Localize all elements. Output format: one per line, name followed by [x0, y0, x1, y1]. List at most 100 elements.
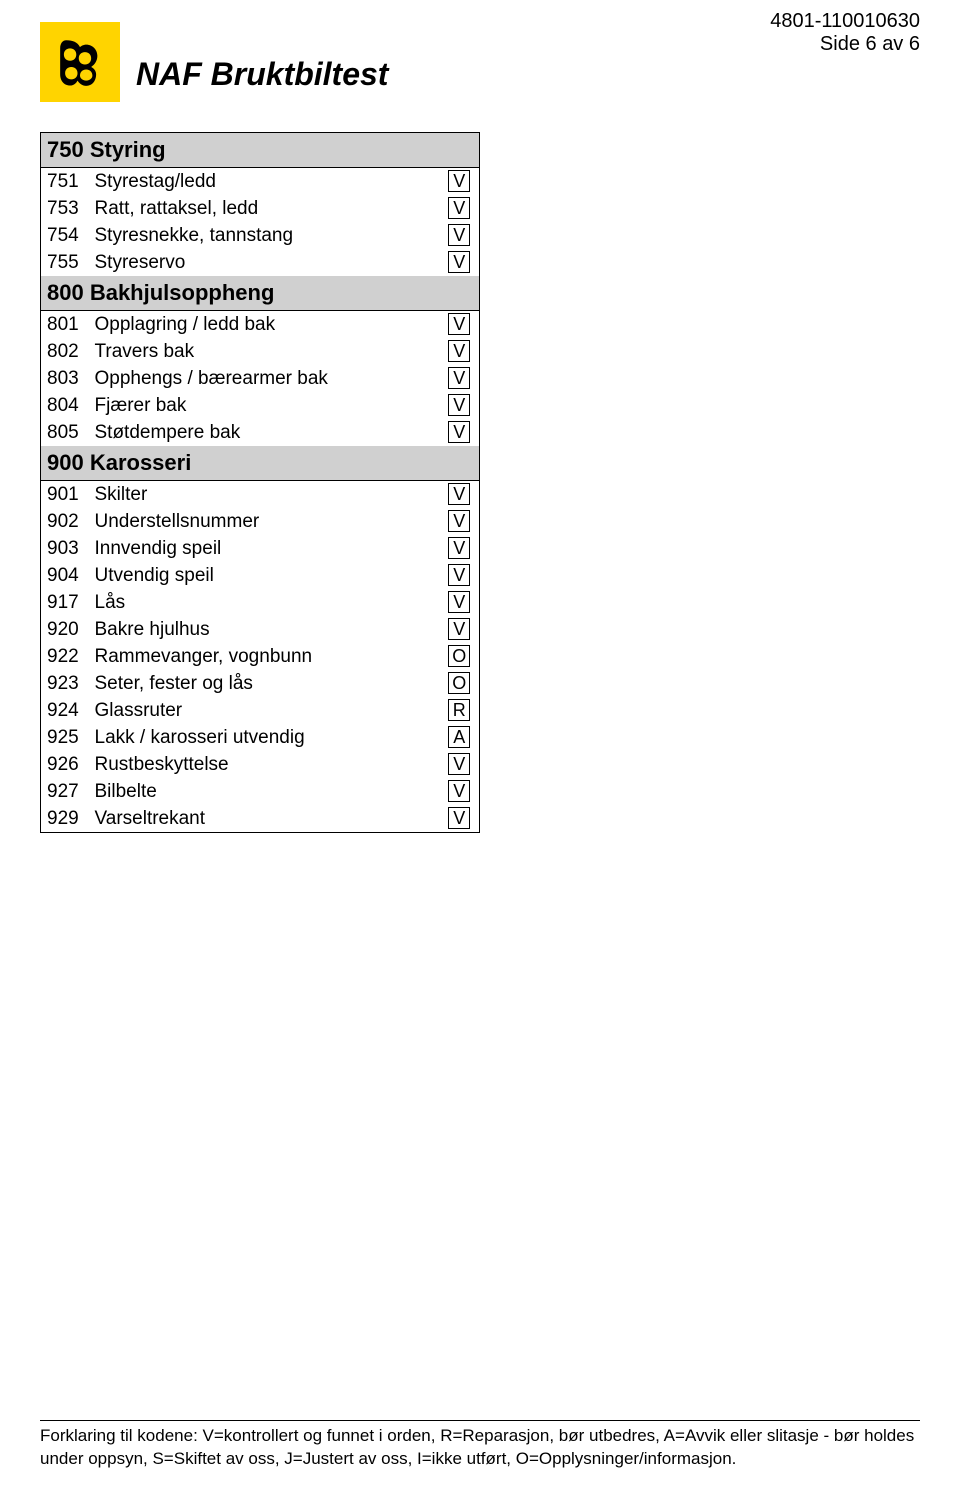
status-badge: V — [448, 251, 470, 273]
item-label: Bakre hjulhus — [89, 616, 440, 643]
footer-legend: Forklaring til kodene: V=kontrollert og … — [40, 1420, 920, 1471]
item-status-cell: V — [440, 805, 480, 833]
item-status-cell: V — [440, 392, 480, 419]
table-row: 801Opplagring / ledd bakV — [41, 311, 480, 339]
status-badge: O — [448, 645, 470, 667]
item-status-cell: V — [440, 195, 480, 222]
item-code: 803 — [41, 365, 89, 392]
item-label: Lås — [89, 589, 440, 616]
item-label: Styrestag/ledd — [89, 168, 440, 196]
status-badge: V — [448, 170, 470, 192]
status-badge: V — [448, 340, 470, 362]
section-title: 750 Styring — [41, 133, 480, 168]
item-code: 805 — [41, 419, 89, 446]
item-status-cell: V — [440, 751, 480, 778]
status-badge: V — [448, 591, 470, 613]
status-badge: V — [448, 618, 470, 640]
item-label: Rammevanger, vognbunn — [89, 643, 440, 670]
table-row: 922Rammevanger, vognbunn O — [41, 643, 480, 670]
table-row: 926RustbeskyttelseV — [41, 751, 480, 778]
item-code: 925 — [41, 724, 89, 751]
item-status-cell: V — [440, 778, 480, 805]
table-row: 925Lakk / karosseri utvendig A — [41, 724, 480, 751]
section-title: 900 Karosseri — [41, 446, 480, 481]
table-row: 904Utvendig speilV — [41, 562, 480, 589]
status-badge: V — [448, 564, 470, 586]
item-code: 751 — [41, 168, 89, 196]
item-code: 929 — [41, 805, 89, 833]
item-label: Skilter — [89, 481, 440, 509]
item-status-cell: V — [440, 481, 480, 509]
table-row: 920Bakre hjulhus V — [41, 616, 480, 643]
table-row: 903Innvendig speil V — [41, 535, 480, 562]
item-label: Styresnekke, tannstang — [89, 222, 440, 249]
item-label: Rustbeskyttelse — [89, 751, 440, 778]
table-row: 927BilbelteV — [41, 778, 480, 805]
item-status-cell: A — [440, 724, 480, 751]
page-info: Side 6 av 6 — [770, 33, 920, 56]
inspection-table: 750 Styring751Styrestag/ledd V 753Ratt, ra… — [40, 132, 480, 833]
item-status-cell: V — [440, 589, 480, 616]
naf-logo — [40, 22, 120, 102]
item-code: 804 — [41, 392, 89, 419]
page: 4801-110010630 Side 6 av 6 NAF Bruktbilt… — [0, 0, 960, 1489]
item-code: 917 — [41, 589, 89, 616]
table-row: 755StyreservoV — [41, 249, 480, 276]
table-row: 804Fjærer bak V — [41, 392, 480, 419]
item-code: 753 — [41, 195, 89, 222]
item-code: 927 — [41, 778, 89, 805]
item-status-cell: V — [440, 249, 480, 276]
section-title: 800 Bakhjulsoppheng — [41, 276, 480, 311]
table-row: 923Seter, fester og låsO — [41, 670, 480, 697]
item-label: Støtdempere bak — [89, 419, 440, 446]
item-label: Opplagring / ledd bak — [89, 311, 440, 339]
item-code: 920 — [41, 616, 89, 643]
table-row: 805Støtdempere bakV — [41, 419, 480, 446]
item-code: 904 — [41, 562, 89, 589]
item-status-cell: V — [440, 338, 480, 365]
status-badge: R — [448, 699, 470, 721]
header-right: 4801-110010630 Side 6 av 6 — [770, 10, 920, 56]
item-code: 922 — [41, 643, 89, 670]
status-badge: V — [448, 537, 470, 559]
status-badge: A — [448, 726, 470, 748]
item-code: 802 — [41, 338, 89, 365]
item-label: Innvendig speil — [89, 535, 440, 562]
item-code: 755 — [41, 249, 89, 276]
item-status-cell: V — [440, 562, 480, 589]
item-code: 754 — [41, 222, 89, 249]
table-row: 901Skilter V — [41, 481, 480, 509]
status-badge: V — [448, 483, 470, 505]
status-badge: V — [448, 367, 470, 389]
item-status-cell: V — [440, 365, 480, 392]
item-status-cell: V — [440, 311, 480, 339]
section-header: 800 Bakhjulsoppheng — [41, 276, 480, 311]
item-status-cell: V — [440, 222, 480, 249]
table-row: 802Travers bak V — [41, 338, 480, 365]
item-code: 901 — [41, 481, 89, 509]
item-status-cell: V — [440, 616, 480, 643]
page-title: NAF Bruktbiltest — [136, 56, 388, 93]
section-header: 900 Karosseri — [41, 446, 480, 481]
status-badge: V — [448, 780, 470, 802]
item-code: 924 — [41, 697, 89, 724]
item-label: Travers bak — [89, 338, 440, 365]
table-row: 929VarseltrekantV — [41, 805, 480, 833]
section-header: 750 Styring — [41, 133, 480, 168]
status-badge: O — [448, 672, 470, 694]
table-row: 924GlassruterR — [41, 697, 480, 724]
status-badge: V — [448, 197, 470, 219]
item-code: 903 — [41, 535, 89, 562]
item-label: Fjærer bak — [89, 392, 440, 419]
item-label: Seter, fester og lås — [89, 670, 440, 697]
item-status-cell: V — [440, 419, 480, 446]
item-code: 801 — [41, 311, 89, 339]
status-badge: V — [448, 394, 470, 416]
item-status-cell: O — [440, 643, 480, 670]
status-badge: V — [448, 224, 470, 246]
item-label: Ratt, rattaksel, ledd — [89, 195, 440, 222]
table-row: 754Styresnekke, tannstang V — [41, 222, 480, 249]
item-label: Lakk / karosseri utvendig — [89, 724, 440, 751]
lion-icon — [49, 31, 111, 93]
status-badge: V — [448, 753, 470, 775]
